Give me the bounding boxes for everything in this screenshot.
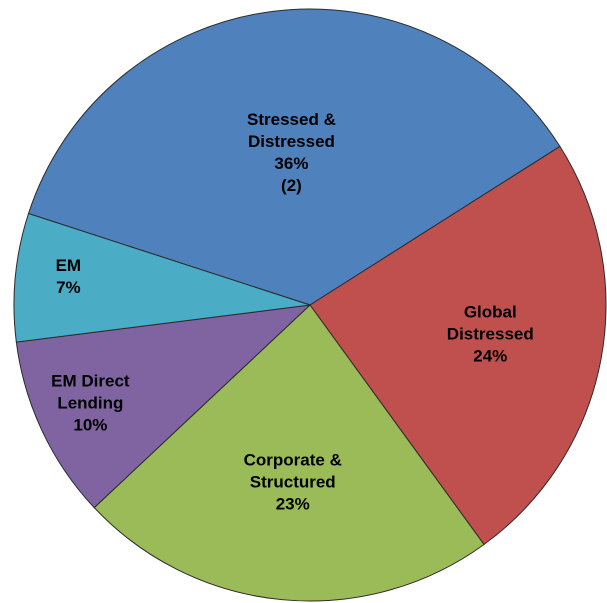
slice-label-line: EM: [56, 256, 82, 275]
slice-label: EM Direct Lending: [51, 371, 130, 412]
slice-value-label: 23%: [276, 495, 310, 514]
slice-label-line: Distressed: [248, 132, 335, 151]
slice-label-line: Structured: [250, 473, 336, 492]
slice-value-label: 24%: [473, 346, 507, 365]
slice-label: Global Distressed: [447, 302, 534, 343]
pie-slice: [13, 212, 311, 343]
slice-label-line: Corporate &: [244, 451, 342, 470]
pie-slice: [309, 145, 607, 546]
pie-slice: [93, 304, 485, 602]
slice-label: EM: [56, 256, 82, 275]
slice-label-line: Lending: [57, 393, 123, 412]
slice-label-line: EM Direct: [51, 371, 130, 390]
slice-label: Corporate & Structured: [244, 451, 342, 492]
slice-label-line: Distressed: [447, 324, 534, 343]
slice-annotation: (2): [281, 176, 302, 195]
slice-value-label: 36%: [274, 154, 308, 173]
slice-label: Stressed & Distressed: [247, 110, 336, 151]
slice-label-line: Stressed &: [247, 110, 336, 129]
slice-label-line: Global: [464, 302, 517, 321]
pie-slice: [27, 8, 561, 306]
slice-value-label: 7%: [56, 278, 81, 297]
pie-slice: [15, 304, 312, 509]
slice-value-label: 10%: [73, 415, 107, 434]
